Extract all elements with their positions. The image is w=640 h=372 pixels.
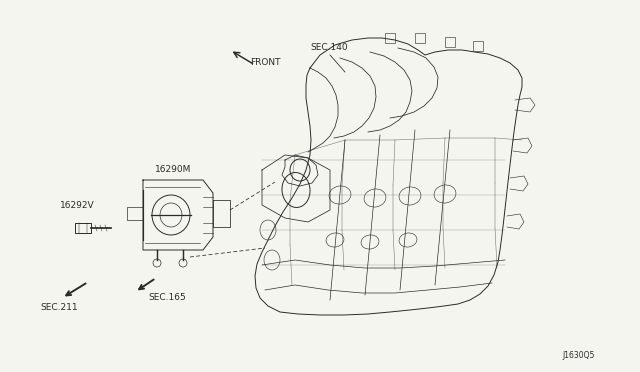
Text: J1630Q5: J1630Q5: [563, 351, 595, 360]
Text: SEC.140: SEC.140: [310, 43, 348, 52]
Text: SEC.211: SEC.211: [40, 303, 77, 312]
Text: FRONT: FRONT: [250, 58, 280, 67]
Text: 16290M: 16290M: [155, 165, 191, 174]
Text: 16292V: 16292V: [60, 201, 95, 210]
Text: SEC.165: SEC.165: [148, 293, 186, 302]
